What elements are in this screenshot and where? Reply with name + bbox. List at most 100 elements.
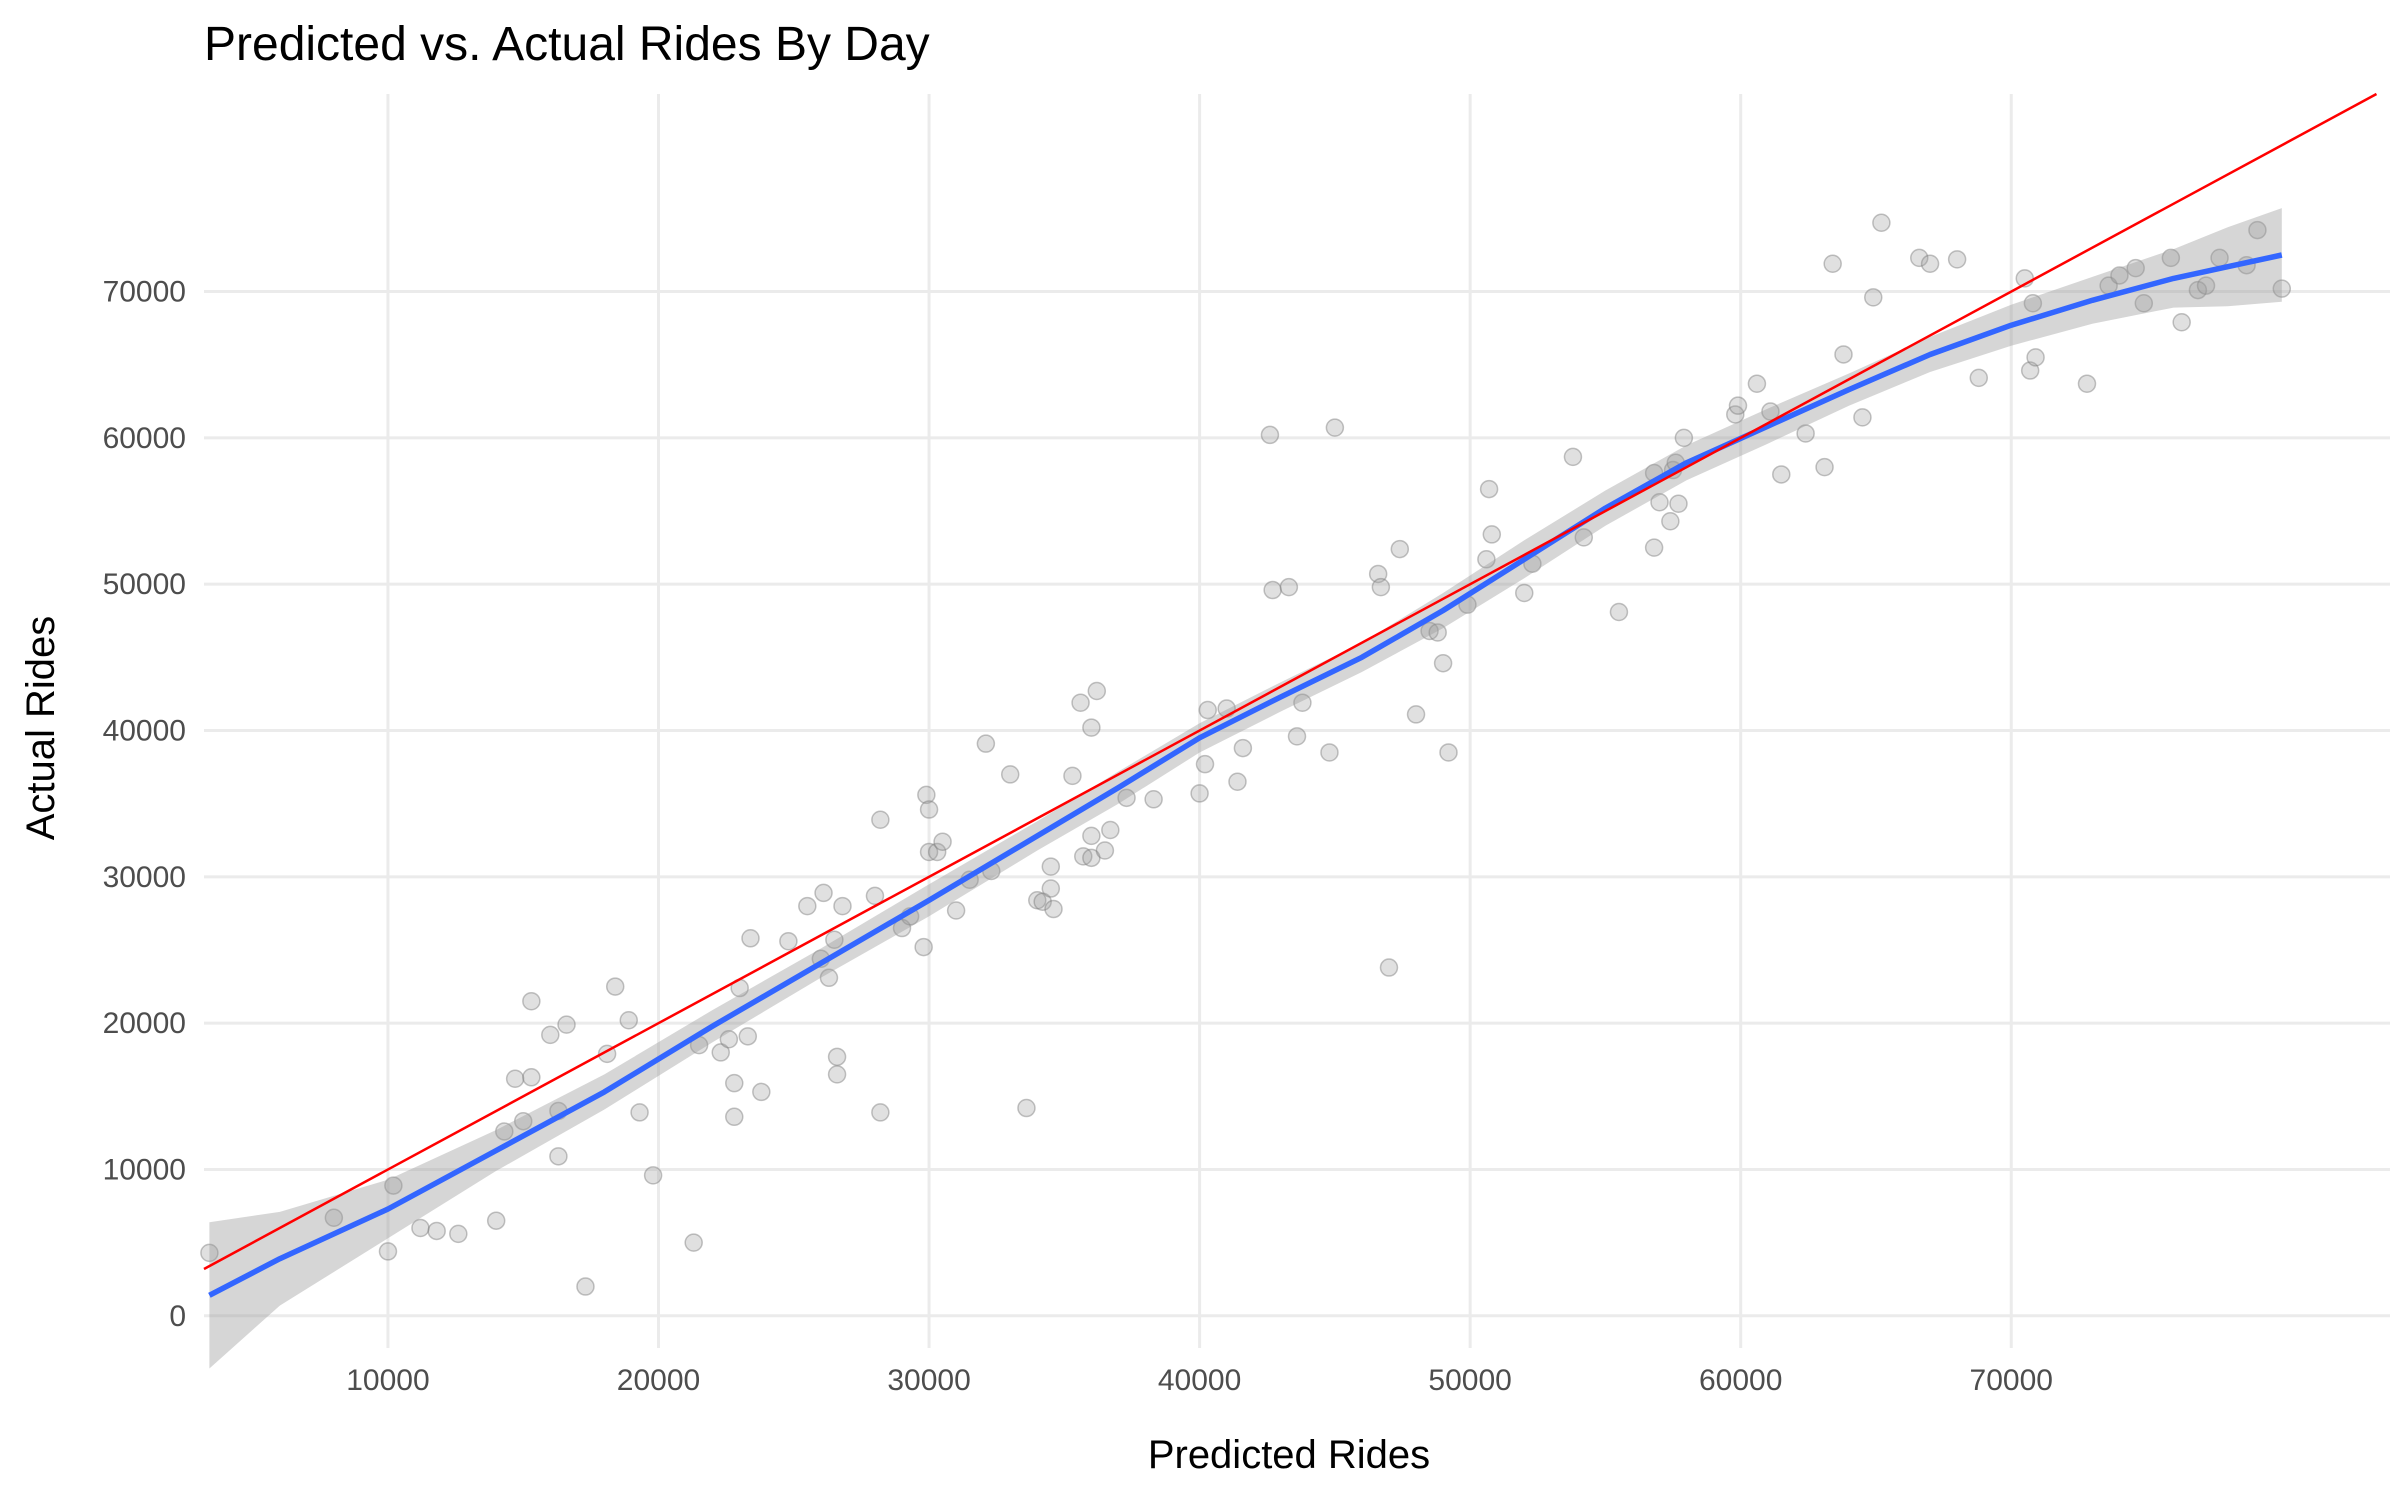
data-point [684, 1233, 703, 1252]
data-point [549, 1147, 568, 1166]
data-point [1233, 738, 1253, 758]
data-point [871, 1103, 890, 1122]
data-point [1834, 345, 1853, 364]
data-point [1815, 457, 1834, 477]
data-point [1017, 1098, 1036, 1118]
y-tick-label: 50000 [103, 568, 186, 601]
data-point [1747, 374, 1767, 393]
data-point [200, 1243, 219, 1263]
data-point [1609, 602, 1629, 622]
data-point [1082, 848, 1101, 868]
data-point [1190, 784, 1209, 803]
data-point [411, 1218, 430, 1238]
identity-line [203, 92, 2378, 1271]
data-point [324, 1208, 344, 1228]
data-point [1279, 577, 1299, 597]
data-point [1515, 583, 1534, 603]
data-point [384, 1176, 403, 1195]
data-point [1371, 577, 1391, 597]
data-point [1293, 693, 1312, 712]
x-tick-label: 40000 [1158, 1364, 1241, 1397]
data-point [1063, 766, 1082, 786]
data-point [1864, 288, 1883, 307]
data-point [1263, 580, 1282, 600]
data-point [1428, 623, 1447, 642]
data-point [1033, 892, 1052, 911]
data-point [1368, 564, 1388, 584]
data-point [1796, 424, 1815, 443]
smooth-line [208, 252, 2283, 1298]
data-point [814, 883, 833, 903]
data-point [1853, 408, 1872, 427]
data-point [2161, 248, 2181, 268]
data-point [2248, 220, 2267, 240]
x-tick-label: 50000 [1428, 1364, 1511, 1397]
data-point [1910, 248, 1929, 268]
data-point [2020, 361, 2040, 380]
x-tick-label: 10000 [346, 1364, 429, 1397]
data-point [1644, 538, 1664, 557]
data-point [1198, 700, 1217, 720]
data-point [1574, 528, 1594, 547]
data-point [576, 1277, 595, 1296]
data-point [827, 1065, 847, 1084]
data-point [833, 896, 852, 916]
data-point [1101, 820, 1120, 840]
data-point [1563, 447, 1583, 467]
data-point [522, 1068, 541, 1087]
data-point [1041, 857, 1061, 876]
data-point [1969, 368, 1989, 388]
data-point [725, 1107, 744, 1127]
data-point [914, 937, 933, 957]
x-tick-label: 70000 [1970, 1364, 2053, 1397]
data-point [825, 930, 844, 950]
data-point [919, 842, 939, 862]
data-point [1082, 718, 1101, 737]
data-point [2026, 348, 2045, 367]
data-point [378, 1242, 398, 1261]
data-point [1650, 492, 1669, 512]
data-point [1420, 621, 1439, 641]
data-point [1439, 743, 1458, 762]
data-point [1728, 396, 1748, 415]
data-point [741, 929, 760, 948]
smooth-trend [208, 208, 2283, 1369]
data-point [933, 832, 952, 851]
data-point [605, 977, 625, 996]
data-point [2023, 293, 2043, 313]
data-point [1482, 525, 1502, 544]
data-point [619, 1010, 639, 1030]
data-point [495, 1122, 514, 1141]
data-point [2126, 258, 2145, 278]
data-point [1287, 727, 1307, 746]
data-point [711, 1043, 730, 1062]
data-point [1325, 418, 1345, 437]
data-point [449, 1224, 468, 1244]
y-axis-title: Actual Rides [19, 616, 63, 841]
data-point [871, 810, 890, 830]
data-point [779, 931, 798, 951]
data-point [1920, 254, 1940, 273]
data-point [2077, 374, 2097, 393]
identity-reference [203, 92, 2378, 1271]
data-point [2172, 313, 2191, 332]
data-point [1674, 428, 1694, 448]
data-point [486, 1211, 506, 1230]
data-point [1772, 465, 1791, 484]
x-tick-label: 20000 [617, 1364, 700, 1397]
data-point [2272, 279, 2292, 298]
data-point [513, 1111, 533, 1131]
y-tick-label: 10000 [103, 1153, 186, 1186]
data-point [1761, 402, 1780, 421]
data-point [1823, 254, 1842, 273]
data-point [522, 991, 541, 1011]
data-point [892, 918, 912, 938]
data-point [798, 896, 817, 916]
y-tick-label: 20000 [103, 1007, 186, 1040]
data-point [1228, 772, 1247, 791]
plot-area [200, 92, 2390, 1369]
y-tick-label: 60000 [103, 422, 186, 455]
data-point [630, 1103, 649, 1122]
data-point [1390, 539, 1410, 559]
